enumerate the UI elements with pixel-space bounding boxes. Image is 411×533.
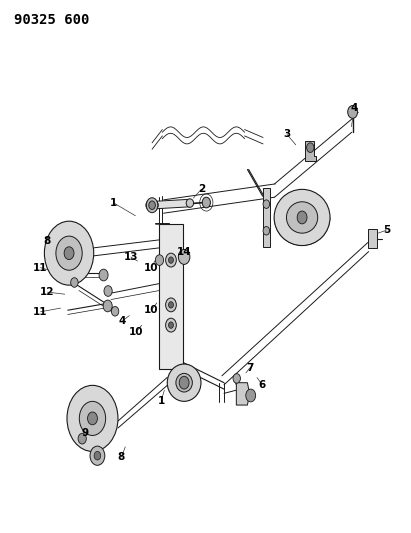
Polygon shape bbox=[263, 188, 270, 247]
Circle shape bbox=[56, 236, 82, 270]
Circle shape bbox=[78, 433, 86, 444]
Ellipse shape bbox=[146, 199, 158, 211]
Circle shape bbox=[179, 376, 189, 389]
Polygon shape bbox=[152, 199, 190, 209]
Polygon shape bbox=[159, 224, 183, 369]
Polygon shape bbox=[368, 229, 377, 248]
Text: 12: 12 bbox=[40, 287, 55, 297]
Circle shape bbox=[202, 197, 210, 208]
Text: 1: 1 bbox=[109, 198, 117, 207]
Circle shape bbox=[348, 106, 358, 118]
Circle shape bbox=[166, 253, 176, 267]
Circle shape bbox=[166, 318, 176, 332]
Text: 3: 3 bbox=[283, 130, 291, 139]
Circle shape bbox=[94, 451, 101, 460]
Circle shape bbox=[146, 198, 158, 213]
Circle shape bbox=[233, 374, 240, 383]
Ellipse shape bbox=[167, 364, 201, 401]
Circle shape bbox=[99, 269, 108, 281]
Text: 2: 2 bbox=[198, 184, 205, 194]
Circle shape bbox=[297, 211, 307, 224]
Circle shape bbox=[103, 300, 112, 312]
Text: 14: 14 bbox=[177, 247, 192, 256]
Text: 90325 600: 90325 600 bbox=[14, 13, 90, 27]
Text: 8: 8 bbox=[118, 453, 125, 462]
Ellipse shape bbox=[186, 199, 194, 207]
Text: 10: 10 bbox=[144, 305, 159, 315]
Circle shape bbox=[169, 302, 173, 308]
Circle shape bbox=[88, 412, 97, 425]
Circle shape bbox=[90, 446, 105, 465]
Text: 9: 9 bbox=[82, 428, 89, 438]
Text: 7: 7 bbox=[246, 363, 254, 373]
Circle shape bbox=[246, 389, 256, 402]
Text: 10: 10 bbox=[129, 327, 144, 336]
Circle shape bbox=[178, 249, 190, 264]
Circle shape bbox=[64, 247, 74, 260]
Circle shape bbox=[169, 322, 173, 328]
Ellipse shape bbox=[176, 374, 192, 392]
Polygon shape bbox=[305, 141, 316, 161]
Text: 4: 4 bbox=[119, 316, 126, 326]
Circle shape bbox=[79, 401, 106, 435]
Circle shape bbox=[67, 385, 118, 451]
Text: 5: 5 bbox=[383, 225, 390, 235]
Text: 6: 6 bbox=[259, 380, 266, 390]
Text: 1: 1 bbox=[157, 396, 165, 406]
Circle shape bbox=[71, 278, 78, 287]
Ellipse shape bbox=[286, 202, 318, 233]
Circle shape bbox=[111, 306, 119, 316]
Text: 11: 11 bbox=[33, 307, 48, 317]
Circle shape bbox=[169, 257, 173, 263]
Circle shape bbox=[44, 221, 94, 285]
Circle shape bbox=[263, 227, 270, 235]
Polygon shape bbox=[236, 383, 249, 405]
Circle shape bbox=[307, 143, 314, 152]
Circle shape bbox=[263, 200, 270, 208]
Circle shape bbox=[166, 298, 176, 312]
Text: 13: 13 bbox=[123, 252, 138, 262]
Text: 8: 8 bbox=[44, 236, 51, 246]
Ellipse shape bbox=[274, 189, 330, 246]
Text: 10: 10 bbox=[144, 263, 159, 272]
Circle shape bbox=[155, 255, 164, 265]
Text: 11: 11 bbox=[33, 263, 48, 272]
Circle shape bbox=[104, 286, 112, 296]
Text: 4: 4 bbox=[351, 103, 358, 112]
Circle shape bbox=[149, 201, 155, 209]
